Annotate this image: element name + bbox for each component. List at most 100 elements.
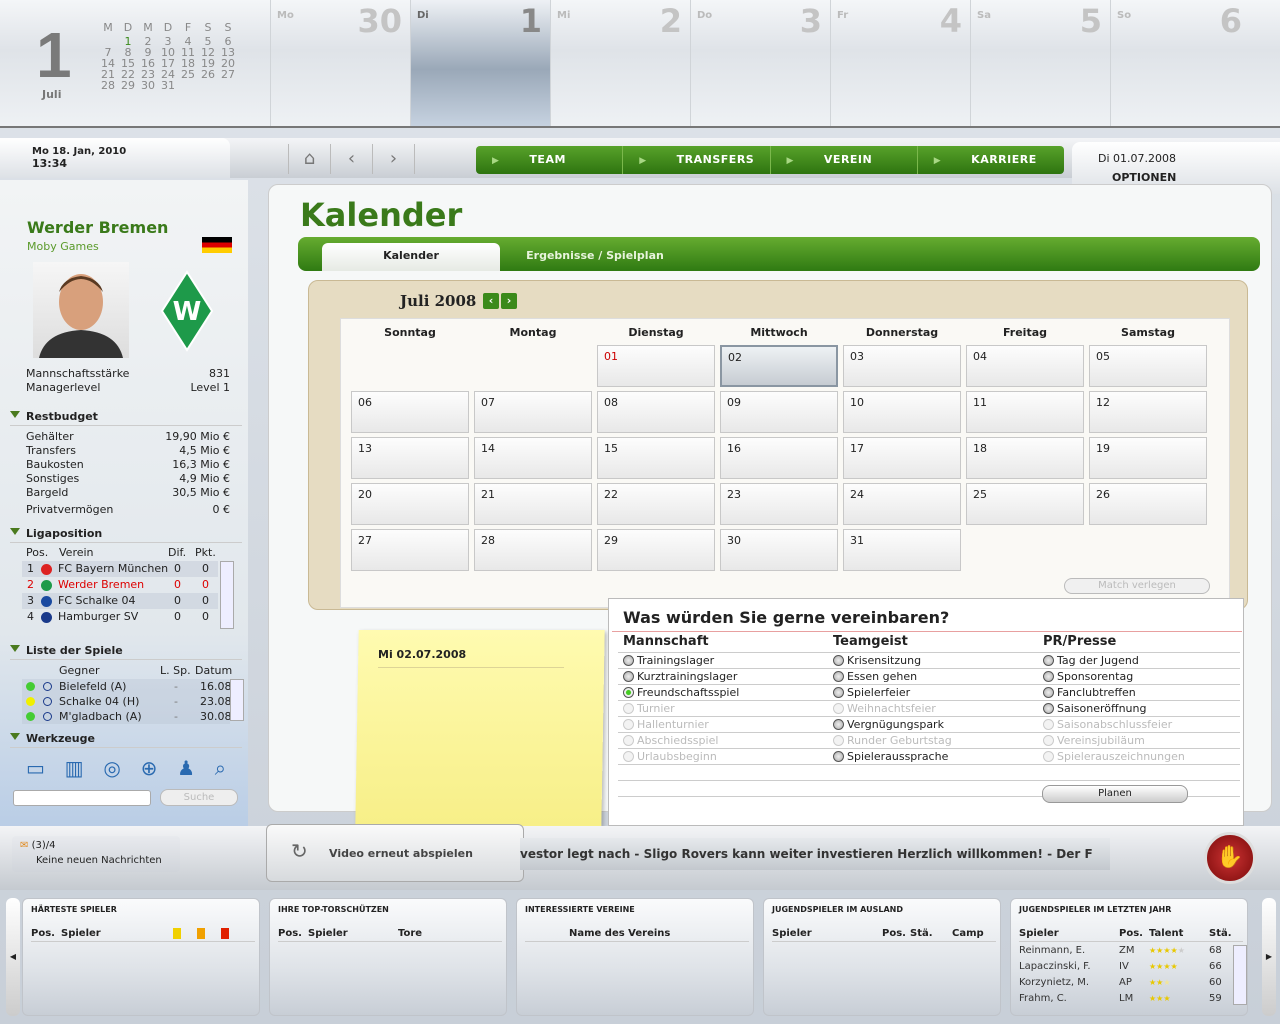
mini-day[interactable]: 7 <box>104 46 112 59</box>
calendar-day[interactable]: 18 <box>966 437 1084 479</box>
mini-day[interactable]: 5 <box>204 35 212 48</box>
options-button[interactable]: OPTIONEN <box>1112 171 1177 184</box>
youth-player-row[interactable]: Lapaczinski, F. IV ★★★★ 66 <box>1019 959 1229 975</box>
calendar-day[interactable]: 15 <box>597 437 715 479</box>
calendar-day[interactable]: 24 <box>843 483 961 525</box>
mini-day[interactable]: 30 <box>141 79 155 92</box>
calendar-day[interactable]: 26 <box>1089 483 1207 525</box>
league-scrollbar[interactable] <box>220 561 234 629</box>
calendar-day[interactable]: 30 <box>720 529 838 571</box>
option-radio[interactable]: Spielerfeier <box>833 685 1033 701</box>
tools-header[interactable]: Werkzeuge <box>10 732 242 748</box>
mini-day[interactable]: 20 <box>221 57 235 70</box>
league-header[interactable]: Ligaposition <box>10 527 242 543</box>
radio-icon[interactable] <box>1043 655 1054 666</box>
mini-day[interactable]: 8 <box>124 46 132 59</box>
calendar-day[interactable]: 10 <box>843 391 961 433</box>
game-row[interactable]: Bielefeld (A) - 16.08 <box>22 679 232 694</box>
day-column[interactable]: So 6 <box>1110 0 1250 126</box>
calendar-day[interactable]: 09 <box>720 391 838 433</box>
league-row[interactable]: 3 FC Schalke 04 0 0 <box>22 593 218 609</box>
calendar-day[interactable]: 16 <box>720 437 838 479</box>
bar-chart-icon[interactable]: ▥ <box>64 756 84 780</box>
forward-icon[interactable]: › <box>372 144 414 174</box>
mini-day[interactable]: 31 <box>161 79 175 92</box>
menu-karriere[interactable]: ▶ KARRIERE <box>933 153 1037 166</box>
radio-icon[interactable] <box>833 671 844 682</box>
day-column[interactable]: Mi 2 <box>550 0 690 126</box>
mini-day[interactable]: 1 <box>124 35 132 48</box>
option-radio[interactable]: Trainingslager <box>623 653 823 669</box>
calendar-day[interactable]: 31 <box>843 529 961 571</box>
radio-icon[interactable] <box>1043 671 1054 682</box>
prev-month-button[interactable]: ‹ <box>483 293 499 309</box>
mini-day[interactable]: 12 <box>201 46 215 59</box>
option-radio[interactable]: Fanclubtreffen <box>1043 685 1243 701</box>
mini-day[interactable]: 17 <box>161 57 175 70</box>
calendar-day[interactable]: 13 <box>351 437 469 479</box>
youth-player-row[interactable]: Frahm, C. LM ★★★ 59 <box>1019 991 1229 1007</box>
league-row[interactable]: 1 FC Bayern München 0 0 <box>22 561 218 577</box>
window-icon[interactable]: ▭ <box>26 756 45 780</box>
day-column[interactable]: Sa 5 <box>970 0 1110 126</box>
game-row[interactable]: M'gladbach (A) - 30.08 <box>22 709 232 724</box>
menu-team[interactable]: ▶ TEAM <box>476 146 624 174</box>
calendar-day[interactable]: 29 <box>597 529 715 571</box>
calendar-day[interactable]: 01 <box>597 345 715 387</box>
nav-empty-button[interactable] <box>414 144 456 174</box>
day-column[interactable]: Fr 4 <box>830 0 970 126</box>
calendar-day[interactable]: 08 <box>597 391 715 433</box>
option-radio[interactable]: Saisoneröffnung <box>1043 701 1243 717</box>
option-radio[interactable]: Essen gehen <box>833 669 1033 685</box>
menu-verein[interactable]: ▶ VEREIN <box>771 146 918 174</box>
mini-day[interactable]: 3 <box>164 35 172 48</box>
mini-day[interactable]: 21 <box>101 68 115 81</box>
mini-day[interactable]: 15 <box>121 57 135 70</box>
league-row[interactable]: 2 Werder Bremen 0 0 <box>22 577 218 593</box>
day-column[interactable]: Do 3 <box>690 0 830 126</box>
tab-kalender[interactable]: Kalender <box>322 243 500 271</box>
mini-day[interactable]: 28 <box>101 79 115 92</box>
calendar-day[interactable]: 07 <box>474 391 592 433</box>
radio-icon[interactable] <box>623 671 634 682</box>
swirl-icon[interactable]: ◎ <box>103 756 121 780</box>
games-header[interactable]: Liste der Spiele <box>10 644 242 660</box>
menu-transfers[interactable]: ▶ TRANSFERS <box>623 146 771 174</box>
messages-box[interactable]: ✉ (3)/4 Keine neuen Nachrichten <box>12 836 180 872</box>
back-icon[interactable]: ‹ <box>330 144 372 174</box>
youth-scrollbar[interactable] <box>1233 945 1247 1005</box>
home-icon[interactable]: ⌂ <box>288 144 330 174</box>
option-radio[interactable]: Tag der Jugend <box>1043 653 1243 669</box>
calendar-day[interactable]: 22 <box>597 483 715 525</box>
mini-day[interactable]: 9 <box>144 46 152 59</box>
calendar-day[interactable]: 23 <box>720 483 838 525</box>
mini-day[interactable]: 14 <box>101 57 115 70</box>
calendar-day[interactable]: 27 <box>351 529 469 571</box>
calendar-day[interactable]: 20 <box>351 483 469 525</box>
calendar-day[interactable]: 02 <box>720 345 838 387</box>
league-row[interactable]: 4 Hamburger SV 0 0 <box>22 609 218 625</box>
game-row[interactable]: Schalke 04 (H) - 23.08 <box>22 694 232 709</box>
radio-icon[interactable] <box>1043 687 1054 698</box>
radio-icon[interactable] <box>623 655 634 666</box>
calendar-day[interactable]: 17 <box>843 437 961 479</box>
mini-day[interactable]: 11 <box>181 46 195 59</box>
option-radio[interactable]: Kurztrainingslager <box>623 669 823 685</box>
calendar-day[interactable]: 04 <box>966 345 1084 387</box>
mini-day[interactable]: 22 <box>121 68 135 81</box>
mini-day[interactable]: 6 <box>224 35 232 48</box>
radio-icon[interactable] <box>833 655 844 666</box>
option-radio[interactable]: Freundschaftsspiel <box>623 685 823 701</box>
match-move-button[interactable]: Match verlegen <box>1064 578 1210 594</box>
search-input[interactable] <box>13 790 151 806</box>
radio-icon[interactable] <box>833 751 844 762</box>
next-month-button[interactable]: › <box>501 293 517 309</box>
mini-day[interactable]: 2 <box>144 35 152 48</box>
option-radio[interactable]: Krisensitzung <box>833 653 1033 669</box>
mini-day[interactable]: 24 <box>161 68 175 81</box>
radio-icon[interactable] <box>1043 703 1054 714</box>
mini-day[interactable]: 23 <box>141 68 155 81</box>
mini-day[interactable]: 18 <box>181 57 195 70</box>
magnifier-icon[interactable]: ⌕ <box>214 756 226 780</box>
mini-day[interactable]: 25 <box>181 68 195 81</box>
